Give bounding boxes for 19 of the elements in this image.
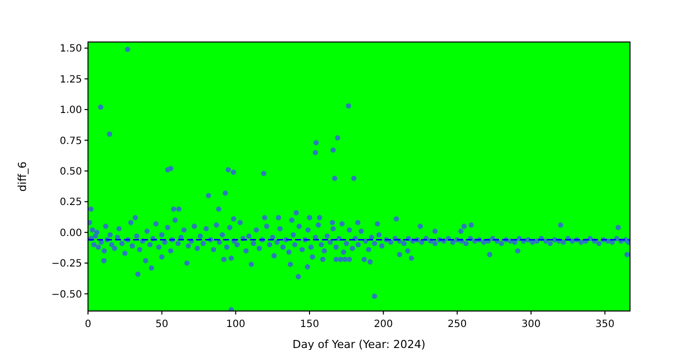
y-tick-label: 1.50	[60, 44, 82, 55]
y-tick-label: 0.00	[60, 228, 82, 239]
x-tick-label: 350	[595, 319, 614, 330]
x-tick-label: 150	[300, 319, 320, 330]
y-tick-label: 0.50	[60, 166, 82, 178]
x-tick-label: 50	[155, 319, 168, 330]
x-tick-label: 250	[448, 319, 467, 330]
x-axis-title: Day of Year (Year: 2024)	[292, 338, 426, 350]
y-tick-label: 1.00	[60, 105, 82, 116]
x-tick-label: 0	[84, 319, 92, 330]
y-axis-title: diff_6	[16, 161, 29, 192]
x-tick-label: 300	[522, 319, 541, 330]
y-tick-label: −0.25	[51, 258, 82, 270]
y-tick-label: 1.25	[60, 74, 82, 86]
x-tick-label: 200	[374, 319, 393, 330]
y-tick-label: 0.25	[60, 197, 82, 208]
y-tick-label: 0.75	[60, 136, 82, 147]
x-tick-label: 100	[226, 319, 246, 330]
y-tick-label: −0.50	[51, 289, 82, 300]
